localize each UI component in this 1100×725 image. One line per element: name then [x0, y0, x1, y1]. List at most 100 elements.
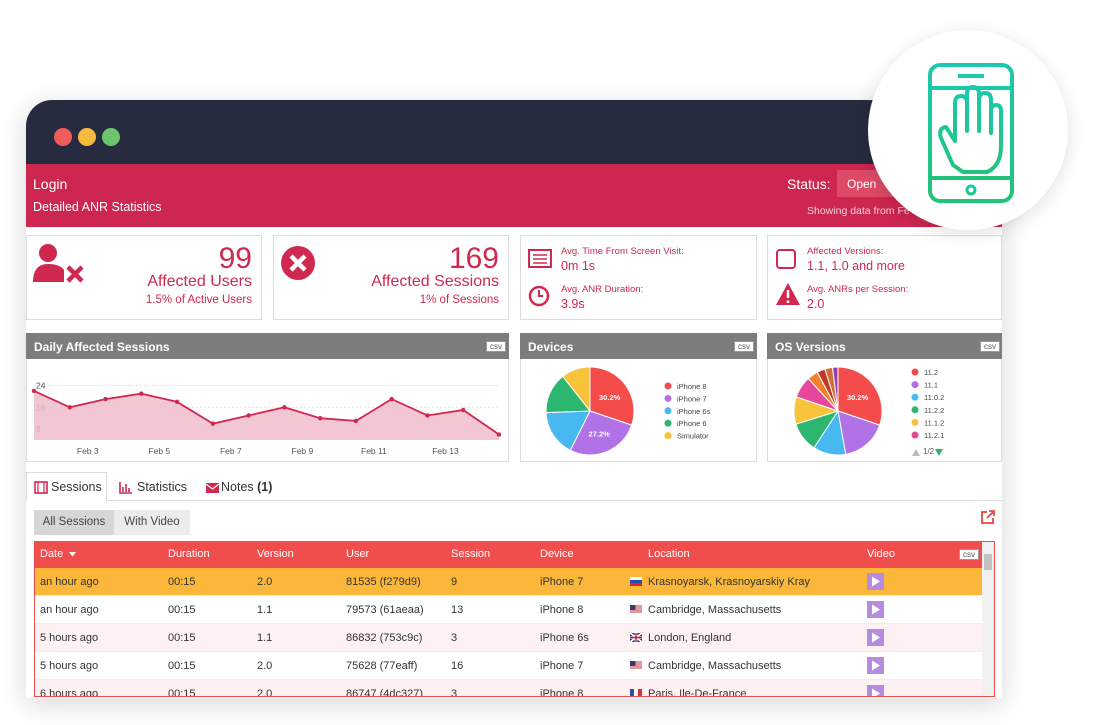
legend-swatch	[911, 368, 919, 376]
table-row[interactable]	[35, 624, 982, 652]
legend-page: 1/2	[923, 447, 935, 456]
point	[174, 399, 180, 405]
tab-icons	[34, 481, 220, 494]
filter-button[interactable]: All Sessions	[34, 510, 114, 535]
tab-line	[26, 500, 1002, 501]
play-video[interactable]	[867, 573, 884, 590]
legend-label: iPhone 6	[677, 419, 707, 428]
table-cell: London, England	[648, 632, 732, 644]
point	[282, 405, 287, 410]
sort-caret[interactable]	[69, 552, 77, 558]
play-video[interactable]	[867, 685, 884, 697]
csv-button[interactable]: csv	[734, 341, 754, 352]
point	[210, 421, 216, 426]
close-dot[interactable]	[54, 128, 72, 146]
legend-label: 11.2	[924, 368, 938, 377]
table-row[interactable]	[35, 568, 982, 596]
flag	[630, 689, 642, 696]
legend-swatch	[664, 394, 672, 402]
slice-label: 30.2%	[599, 393, 621, 402]
point	[317, 415, 323, 421]
flag	[630, 605, 642, 614]
legend-label: 11.1	[924, 381, 938, 390]
tab-label[interactable]: Sessions	[51, 480, 102, 494]
table-cell: iPhone 8	[540, 604, 584, 616]
status-label: Status:	[787, 176, 831, 192]
table-cell: Cambridge, Massachusetts	[648, 604, 782, 616]
table-cell: an hour ago	[40, 576, 99, 588]
stat-value: 3.9s	[561, 297, 585, 311]
filter-button[interactable]: With Video	[114, 510, 190, 535]
column-header: Device	[540, 548, 574, 560]
legend-label: iPhone 8	[677, 382, 707, 391]
legend-label: iPhone 6s	[677, 407, 711, 416]
panel-header	[26, 333, 509, 359]
legend-swatch	[664, 382, 672, 390]
table-cell: 1.1	[257, 632, 273, 644]
active-tab[interactable]	[26, 472, 107, 501]
external-link[interactable]	[980, 509, 996, 525]
legend-swatch	[911, 393, 919, 401]
table-cell: 6 hours ago	[40, 688, 99, 697]
panel-header	[767, 333, 1002, 359]
stat-label: Avg. Time From Screen Visit:	[561, 246, 684, 257]
table-cell: an hour ago	[40, 604, 99, 616]
max-dot[interactable]	[102, 128, 120, 146]
table-cell: 1.1	[257, 604, 273, 616]
table-cell: 79573 (61aeaa)	[346, 604, 424, 616]
stat-label: Avg. ANR Duration:	[561, 284, 644, 295]
legend-swatch	[664, 419, 672, 427]
legend-label: Simulator	[677, 432, 709, 441]
pager-arrows[interactable]	[911, 446, 947, 458]
table-row[interactable]	[35, 596, 982, 624]
header-title: Login	[33, 176, 68, 192]
table-cell: 00:15	[168, 604, 196, 616]
table-cell: 86747 (4dc327)	[346, 688, 424, 697]
table-cell: 2.0	[257, 576, 273, 588]
table-row[interactable]	[35, 652, 982, 680]
point	[246, 413, 251, 418]
play-video[interactable]	[867, 601, 884, 618]
stat-label: Avg. ANRs per Session:	[807, 284, 909, 295]
tab-count[interactable]: (1)	[257, 480, 273, 494]
table-cell: iPhone 7	[540, 660, 584, 672]
scroll-thumb[interactable]	[984, 554, 992, 570]
table-cell: 86832 (753c9c)	[346, 632, 423, 644]
table-cell: 2.0	[257, 660, 273, 672]
point	[67, 405, 72, 410]
column-header[interactable]: Date	[40, 548, 64, 560]
card	[273, 235, 509, 320]
status-value[interactable]: Open	[847, 177, 877, 191]
flag	[630, 633, 642, 642]
legend-swatch	[911, 381, 919, 389]
play-video[interactable]	[867, 629, 884, 646]
chart-title: Devices	[528, 340, 574, 354]
table-cell: Krasnoyarsk, Krasnoyarskiy Kray	[648, 576, 810, 588]
legend-label: 11.2.2	[924, 406, 944, 415]
csv-button[interactable]: csv	[980, 341, 1000, 352]
legend-label: 11.0.2	[924, 393, 944, 402]
card	[767, 235, 1002, 320]
stat-label: Affected Versions:	[807, 246, 884, 257]
date-range: Showing data from Fe	[807, 205, 910, 217]
csv-button[interactable]: csv	[959, 549, 979, 560]
tab-label[interactable]: Notes (1)	[221, 480, 272, 494]
table-cell: 00:15	[168, 576, 196, 588]
table-cell: 3	[451, 688, 458, 697]
users-icon	[33, 244, 84, 283]
point	[425, 413, 430, 418]
column-header: User	[346, 548, 370, 560]
point	[496, 432, 502, 437]
tab-label[interactable]: Statistics	[137, 480, 188, 494]
error-icon	[281, 246, 315, 280]
csv-button[interactable]: csv	[486, 341, 506, 352]
table-cell: 5 hours ago	[40, 660, 99, 672]
table-row[interactable]	[35, 680, 982, 696]
min-dot[interactable]	[78, 128, 96, 146]
tab-text[interactable]: Notes	[221, 480, 254, 494]
table-cell: 00:15	[168, 660, 196, 672]
play-video[interactable]	[867, 657, 884, 674]
point	[389, 396, 394, 402]
card-note: 1.5% of Active Users	[145, 294, 252, 306]
stat-icons	[528, 249, 552, 307]
